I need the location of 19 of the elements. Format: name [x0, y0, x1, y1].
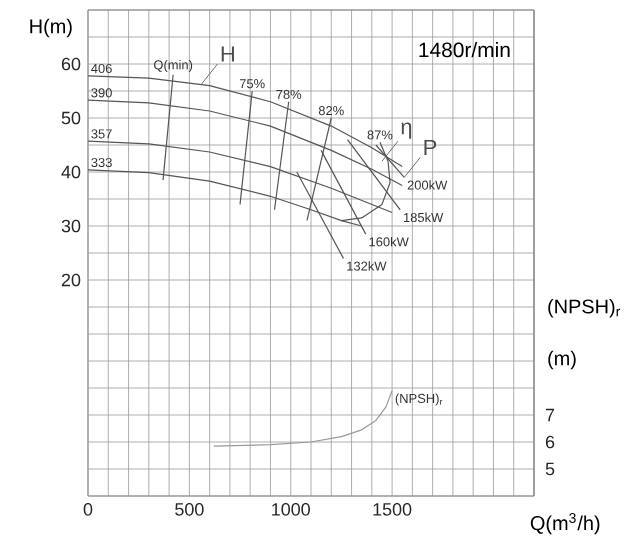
y-tick-label: 60: [61, 57, 81, 71]
x-tick-label: 0: [83, 503, 93, 516]
y-axis-title: H(m): [30, 18, 72, 38]
y2-tick-label: 6: [545, 435, 555, 449]
y-tick-label: 40: [61, 165, 81, 179]
annotation: 1480r/min: [419, 41, 510, 58]
text: (NPSH)$_{r}$ (m): [548, 298, 621, 370]
y-tick-label: 30: [61, 219, 81, 233]
x-axis-title: Q(m$^{3}$/h): [530, 513, 600, 535]
y-tick-label: 50: [61, 111, 81, 125]
annotation: η: [401, 122, 412, 139]
y2-tick-label: 5: [545, 462, 555, 476]
x-tick-label: 500: [175, 503, 204, 516]
y-tick-label: 20: [61, 273, 81, 287]
y2-tick-label: 7: [545, 408, 555, 422]
x-tick-label: 1000: [272, 503, 310, 516]
annotation: H: [221, 46, 234, 62]
annotation: P: [424, 139, 437, 155]
x-tick-label: 1500: [373, 503, 412, 516]
